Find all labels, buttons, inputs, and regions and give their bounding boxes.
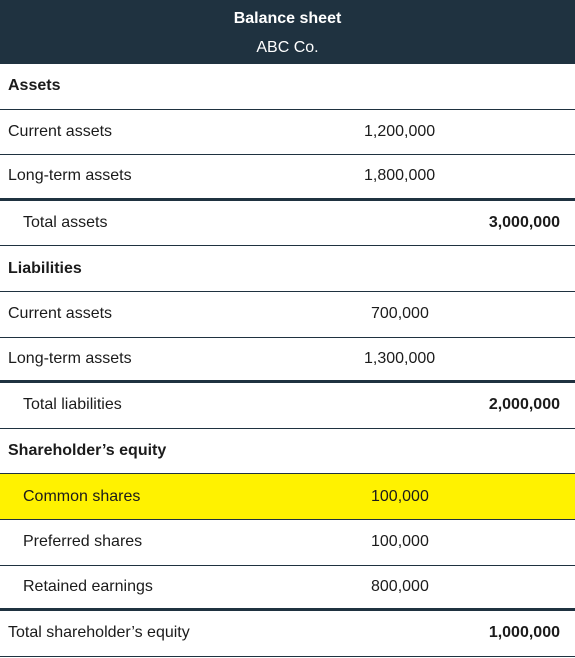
table-header: Balance sheet ABC Co. xyxy=(0,0,575,64)
total-value: 2,000,000 xyxy=(488,396,560,414)
row-amount: 1,200,000 xyxy=(364,122,436,140)
table-row: Current assets 700,000 xyxy=(0,292,575,338)
sheet-title: Balance sheet xyxy=(233,10,342,27)
company-name: ABC Co. xyxy=(256,39,319,56)
total-row-assets: Total assets 3,000,000 xyxy=(0,201,575,247)
row-amount: 800,000 xyxy=(371,577,429,595)
total-label: Total shareholder’s equity xyxy=(8,624,190,642)
row-amount: 100,000 xyxy=(371,533,429,551)
row-label: Long-term assets xyxy=(8,167,132,185)
row-amount: 1,800,000 xyxy=(364,167,436,185)
total-row-equity: Total shareholder’s equity 1,000,000 xyxy=(0,611,575,657)
row-label: Current assets xyxy=(8,305,113,323)
section-heading-label: Assets xyxy=(8,77,61,95)
row-label: Current assets xyxy=(8,122,113,140)
section-heading-label: Liabilities xyxy=(8,259,82,277)
total-value: 1,000,000 xyxy=(488,624,560,642)
row-label: Retained earnings xyxy=(23,577,153,595)
table-row: Current assets 1,200,000 xyxy=(0,110,575,156)
table-row: Preferred shares 100,000 xyxy=(0,520,575,566)
section-heading-liabilities: Liabilities xyxy=(0,246,575,292)
total-label: Total assets xyxy=(23,214,108,232)
row-amount: 700,000 xyxy=(371,305,429,323)
row-label: Long-term assets xyxy=(8,349,132,367)
section-heading-equity: Shareholder’s equity xyxy=(0,429,575,475)
table-row: Long-term assets 1,300,000 xyxy=(0,338,575,384)
section-heading-assets: Assets xyxy=(0,64,575,110)
table-row: Retained earnings 800,000 xyxy=(0,566,575,612)
row-amount: 100,000 xyxy=(371,487,429,505)
total-row-liabilities: Total liabilities 2,000,000 xyxy=(0,383,575,429)
total-label: Total liabilities xyxy=(23,396,122,414)
table-row: Long-term assets 1,800,000 xyxy=(0,155,575,201)
row-label: Preferred shares xyxy=(23,533,143,551)
table-row-highlighted: Common shares 100,000 xyxy=(0,474,575,520)
row-amount: 1,300,000 xyxy=(364,349,436,367)
total-value: 3,000,000 xyxy=(488,214,560,232)
section-heading-label: Shareholder’s equity xyxy=(8,442,167,460)
row-label: Common shares xyxy=(23,487,141,505)
